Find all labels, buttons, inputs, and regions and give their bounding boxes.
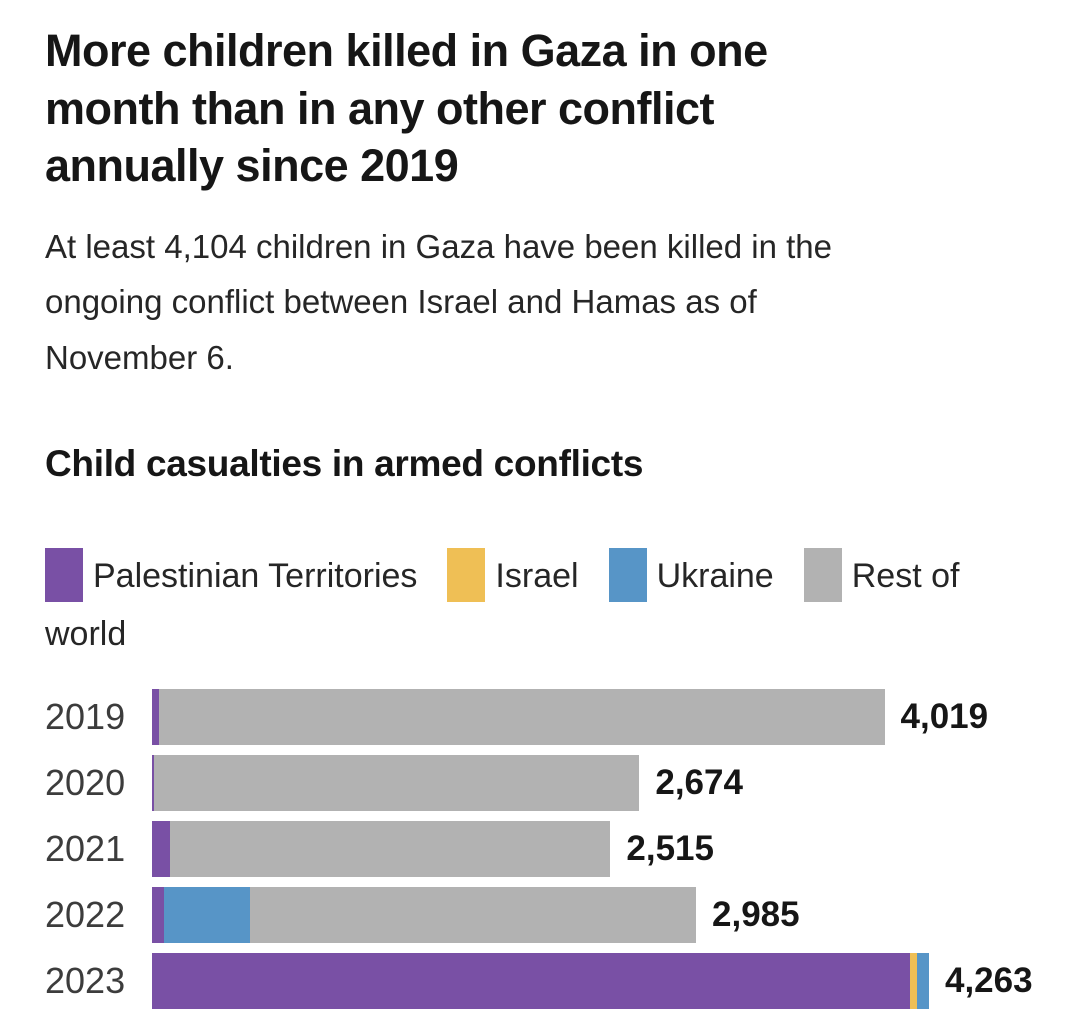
value-label-2020: 2,674 — [655, 763, 743, 803]
bar-segment-palestinian_territories — [152, 755, 155, 812]
bar-segment-rest_of_world — [154, 755, 640, 812]
page-title: More children killed in Gaza in one mont… — [45, 25, 768, 192]
year-label-2022: 2022 — [45, 894, 126, 936]
year-label-2019: 2019 — [45, 696, 126, 738]
legend-swatch-israel — [447, 548, 486, 603]
bar-segment-rest_of_world — [158, 689, 885, 746]
value-label-2021: 2,515 — [626, 829, 714, 869]
legend-swatch-ukraine — [608, 548, 647, 603]
bar-2021 — [152, 821, 611, 878]
subtitle: At least 4,104 children in Gaza have bee… — [45, 227, 833, 376]
legend-label-israel: Israel — [495, 557, 579, 596]
bar-segment-palestinian_territories — [152, 953, 911, 1010]
bar-row-2019: 2019 4,019 — [45, 689, 1035, 746]
bar-row-2022: 2022 2,985 — [45, 887, 1035, 944]
bar-chart: 2019 4,019 2020 2,674 2021 2,515 2022 2,985 2023… — [45, 689, 1035, 1010]
legend-swatch-palestinian_territories — [45, 548, 83, 603]
value-label-2022: 2,985 — [712, 895, 800, 935]
year-label-2023: 2023 — [45, 960, 126, 1002]
legend-label-rest_of_world: Rest of world — [45, 557, 960, 654]
bar-2020 — [152, 755, 640, 812]
bar-2023 — [152, 953, 929, 1010]
year-label-2020: 2020 — [45, 762, 126, 804]
legend-label-palestinian_territories: Palestinian Territories — [93, 557, 418, 596]
legend-swatch-rest_of_world — [803, 548, 842, 603]
bar-segment-palestinian_territories — [152, 821, 170, 878]
bar-segment-ukraine — [163, 887, 251, 944]
value-label-2023: 4,263 — [944, 961, 1033, 1001]
bar-segment-rest_of_world — [169, 821, 611, 878]
chart-title: Child casualties in armed conflicts — [45, 443, 644, 485]
bar-segment-israel — [910, 953, 918, 1010]
year-label-2021: 2021 — [45, 828, 126, 870]
bar-segment-rest_of_world — [250, 887, 697, 944]
legend-label-ukraine: Ukraine — [656, 557, 774, 596]
bar-segment-ukraine — [917, 953, 929, 1010]
bar-segment-palestinian_territories — [152, 887, 164, 944]
legend: Palestinian Territories Israel Ukraine Rest… — [45, 547, 1005, 663]
bar-segment-palestinian_territories — [152, 689, 159, 746]
bar-row-2021: 2021 2,515 — [45, 821, 1035, 878]
bar-2022 — [152, 887, 697, 944]
bar-row-2023: 2023 4,263 — [45, 953, 1035, 1010]
bar-row-2020: 2020 2,674 — [45, 755, 1035, 812]
bar-2019 — [152, 689, 885, 746]
value-label-2019: 4,019 — [900, 697, 989, 737]
